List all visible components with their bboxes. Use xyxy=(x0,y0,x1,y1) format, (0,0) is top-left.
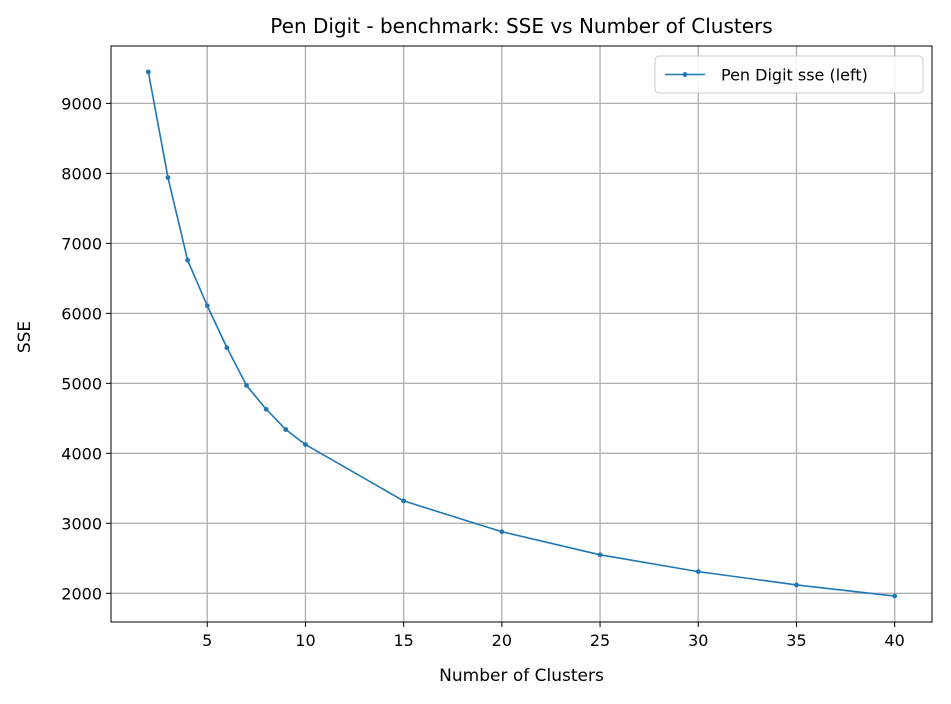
legend-box xyxy=(654,55,924,94)
data-point xyxy=(303,442,308,447)
x-tick-label: 40 xyxy=(885,631,905,650)
series-layer xyxy=(145,69,898,599)
y-tick-label: 7000 xyxy=(61,234,102,253)
data-point xyxy=(263,406,269,412)
data-point xyxy=(185,257,191,263)
ticks: 5 10 15 20 25 30 35 40 2000 3000 4000 5000 6000 7000 8… xyxy=(61,94,905,650)
x-tick-label: 30 xyxy=(688,631,708,650)
data-point xyxy=(597,552,603,558)
data-point xyxy=(892,593,898,599)
y-tick-label: 6000 xyxy=(61,304,102,323)
data-point xyxy=(145,69,151,75)
data-point xyxy=(244,383,249,388)
data-point xyxy=(794,582,799,588)
data-point xyxy=(499,529,505,535)
data-point xyxy=(695,569,701,575)
x-tick-label: 5 xyxy=(202,631,212,650)
y-tick-label: 8000 xyxy=(61,164,102,183)
y-tick-label: 5000 xyxy=(61,374,102,393)
data-point xyxy=(165,175,171,180)
y-tick-label: 3000 xyxy=(61,514,102,533)
legend-label: Pen Digit sse (left) xyxy=(721,66,868,85)
y-tick-label: 2000 xyxy=(61,584,102,603)
x-tick-label: 25 xyxy=(590,631,610,650)
data-point xyxy=(224,345,230,351)
x-axis-label: Number of Clusters xyxy=(439,666,604,686)
y-tick-label: 4000 xyxy=(61,444,102,463)
grid xyxy=(111,46,932,622)
data-point xyxy=(283,427,289,432)
legend-marker xyxy=(682,72,688,77)
data-point xyxy=(401,498,407,504)
legend: Pen Digit sse (left) xyxy=(654,55,924,94)
plot-frame xyxy=(110,45,933,623)
x-tick-label: 20 xyxy=(492,631,512,650)
x-tick-label: 15 xyxy=(393,631,413,650)
chart-title: Pen Digit - benchmark: SSE vs Number of … xyxy=(270,14,772,38)
x-tick-label: 35 xyxy=(786,631,806,650)
x-tick-label: 10 xyxy=(295,631,315,650)
y-axis-label: SSE xyxy=(15,321,35,353)
data-point xyxy=(204,303,210,309)
y-tick-label: 9000 xyxy=(61,94,102,113)
